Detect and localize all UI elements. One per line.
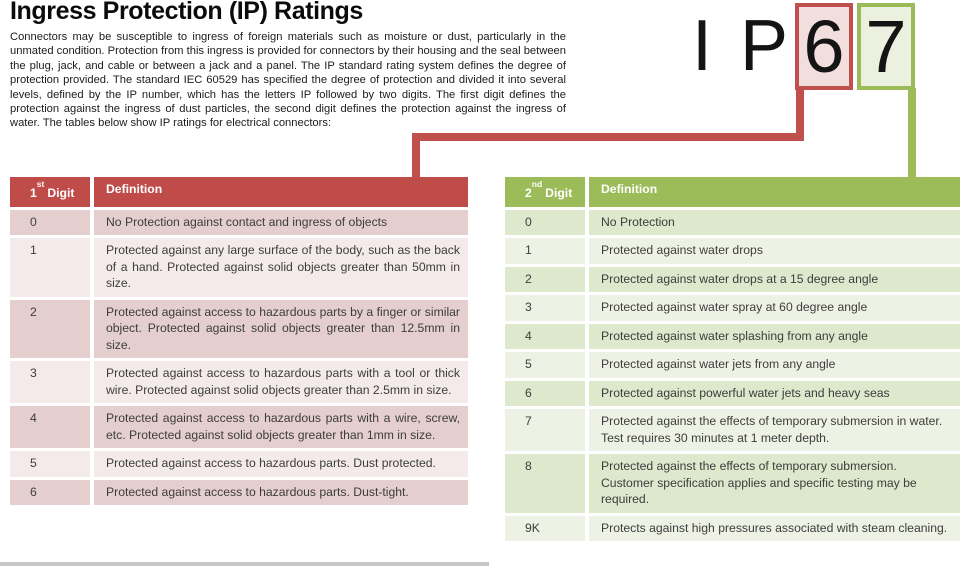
- digit-cell: 8: [505, 451, 589, 515]
- table-row: 2 Protected against water drops at a 15 d…: [505, 263, 960, 294]
- table-row: 6 Protected against access to hazardous p…: [10, 476, 468, 506]
- table-row: 5 Protected against water jets from any a…: [505, 349, 960, 380]
- definition-cell: Protected against access to hazardous pa…: [92, 448, 468, 479]
- intro-paragraph: Connectors may be susceptible to ingress…: [10, 31, 566, 130]
- table-row: 7 Protected against the effects of tempor…: [505, 406, 960, 453]
- digit-cell: 0: [10, 206, 94, 237]
- digit-cell: 6: [505, 377, 589, 408]
- table-row: 4 Protected against access to hazardous p…: [10, 403, 468, 450]
- digit-cell: 9K: [505, 512, 589, 542]
- definition-cell: Protected against the effects of tempora…: [587, 451, 960, 515]
- second-digit-header-cell: 2ndDigit: [505, 177, 589, 209]
- digit-cell: 4: [10, 403, 94, 450]
- first-digit-connector-vertical-top: [796, 88, 804, 141]
- definition-cell: Protected against water drops: [587, 235, 960, 266]
- definition-cell: Protected against powerful water jets an…: [587, 377, 960, 408]
- definition-cell: Protected against access to hazardous pa…: [92, 403, 468, 450]
- header-digit-word: Digit: [545, 186, 573, 201]
- definition-cell: Protected against water splashing from a…: [587, 320, 960, 351]
- ip-first-digit-box: 6: [795, 3, 853, 90]
- ip-code-letters: I P: [692, 6, 793, 86]
- digit-cell: 7: [505, 406, 589, 453]
- table-row: 0 No Protection: [505, 206, 960, 237]
- first-digit-table: 1stDigit Definition 0 No Protection again…: [10, 177, 468, 506]
- digit-cell: 0: [505, 206, 589, 237]
- table-row: 9K Protects against high pressures associ…: [505, 512, 960, 542]
- definition-cell: Protected against water drops at a 15 de…: [587, 263, 960, 294]
- first-digit-definition-header-cell: Definition: [92, 177, 468, 209]
- first-digit-header-cell: 1stDigit: [10, 177, 94, 209]
- first-digit-connector-vertical-bottom: [412, 133, 420, 178]
- definition-cell: Protected against access to hazardous pa…: [92, 358, 468, 405]
- ip-second-digit-box: 7: [857, 3, 915, 90]
- table-row: 1 Protected against water drops: [505, 235, 960, 266]
- table-row: 5 Protected against access to hazardous p…: [10, 448, 468, 479]
- second-digit-table: 2ndDigit Definition 0 No Protection 1 Prot…: [505, 177, 960, 542]
- first-digit-table-header-row: 1stDigit Definition: [10, 177, 468, 209]
- header-ordinal-suffix: st: [36, 179, 45, 189]
- digit-cell: 5: [505, 349, 589, 380]
- definition-cell: Protected against water jets from any an…: [587, 349, 960, 380]
- digit-cell: 2: [505, 263, 589, 294]
- ip-second-digit: 7: [865, 5, 907, 88]
- definition-cell: Protected against access to hazardous pa…: [92, 476, 468, 506]
- page-bottom-edge: [0, 562, 489, 566]
- table-row: 8 Protected against the effects of tempor…: [505, 451, 960, 515]
- header-digit-number: 1: [30, 186, 37, 201]
- definition-cell: Protected against access to hazardous pa…: [92, 296, 468, 360]
- table-row: 1 Protected against any large surface of …: [10, 235, 468, 299]
- table-row: 2 Protected against access to hazardous p…: [10, 296, 468, 360]
- header-digit-number: 2: [525, 186, 532, 201]
- definition-cell: Protected against the effects of tempora…: [587, 406, 960, 453]
- table-row: 3 Protected against water spray at 60 deg…: [505, 292, 960, 323]
- digit-cell: 5: [10, 448, 94, 479]
- digit-cell: 3: [505, 292, 589, 323]
- definition-cell: Protects against high pressures associat…: [587, 512, 960, 542]
- definition-cell: No Protection against contact and ingres…: [92, 206, 468, 237]
- definition-cell: Protected against water spray at 60 degr…: [587, 292, 960, 323]
- table-row: 3 Protected against access to hazardous p…: [10, 358, 468, 405]
- digit-cell: 2: [10, 296, 94, 360]
- header-ordinal-suffix: nd: [531, 179, 543, 189]
- second-digit-connector-vertical: [908, 88, 916, 178]
- second-digit-definition-header-cell: Definition: [587, 177, 960, 209]
- digit-cell: 6: [10, 476, 94, 506]
- digit-cell: 4: [505, 320, 589, 351]
- ip-first-digit: 6: [803, 5, 845, 88]
- definition-cell: Protected against any large surface of t…: [92, 235, 468, 299]
- definition-cell: No Protection: [587, 206, 960, 237]
- table-row: 6 Protected against powerful water jets a…: [505, 377, 960, 408]
- table-row: 4 Protected against water splashing from …: [505, 320, 960, 351]
- table-row: 0 No Protection against contact and ingre…: [10, 206, 468, 237]
- second-digit-table-header-row: 2ndDigit Definition: [505, 177, 960, 209]
- page-title: Ingress Protection (IP) Ratings: [10, 0, 363, 25]
- digit-cell: 1: [10, 235, 94, 299]
- first-digit-connector-horizontal: [412, 133, 804, 141]
- digit-cell: 3: [10, 358, 94, 405]
- digit-cell: 1: [505, 235, 589, 266]
- header-digit-word: Digit: [47, 186, 75, 201]
